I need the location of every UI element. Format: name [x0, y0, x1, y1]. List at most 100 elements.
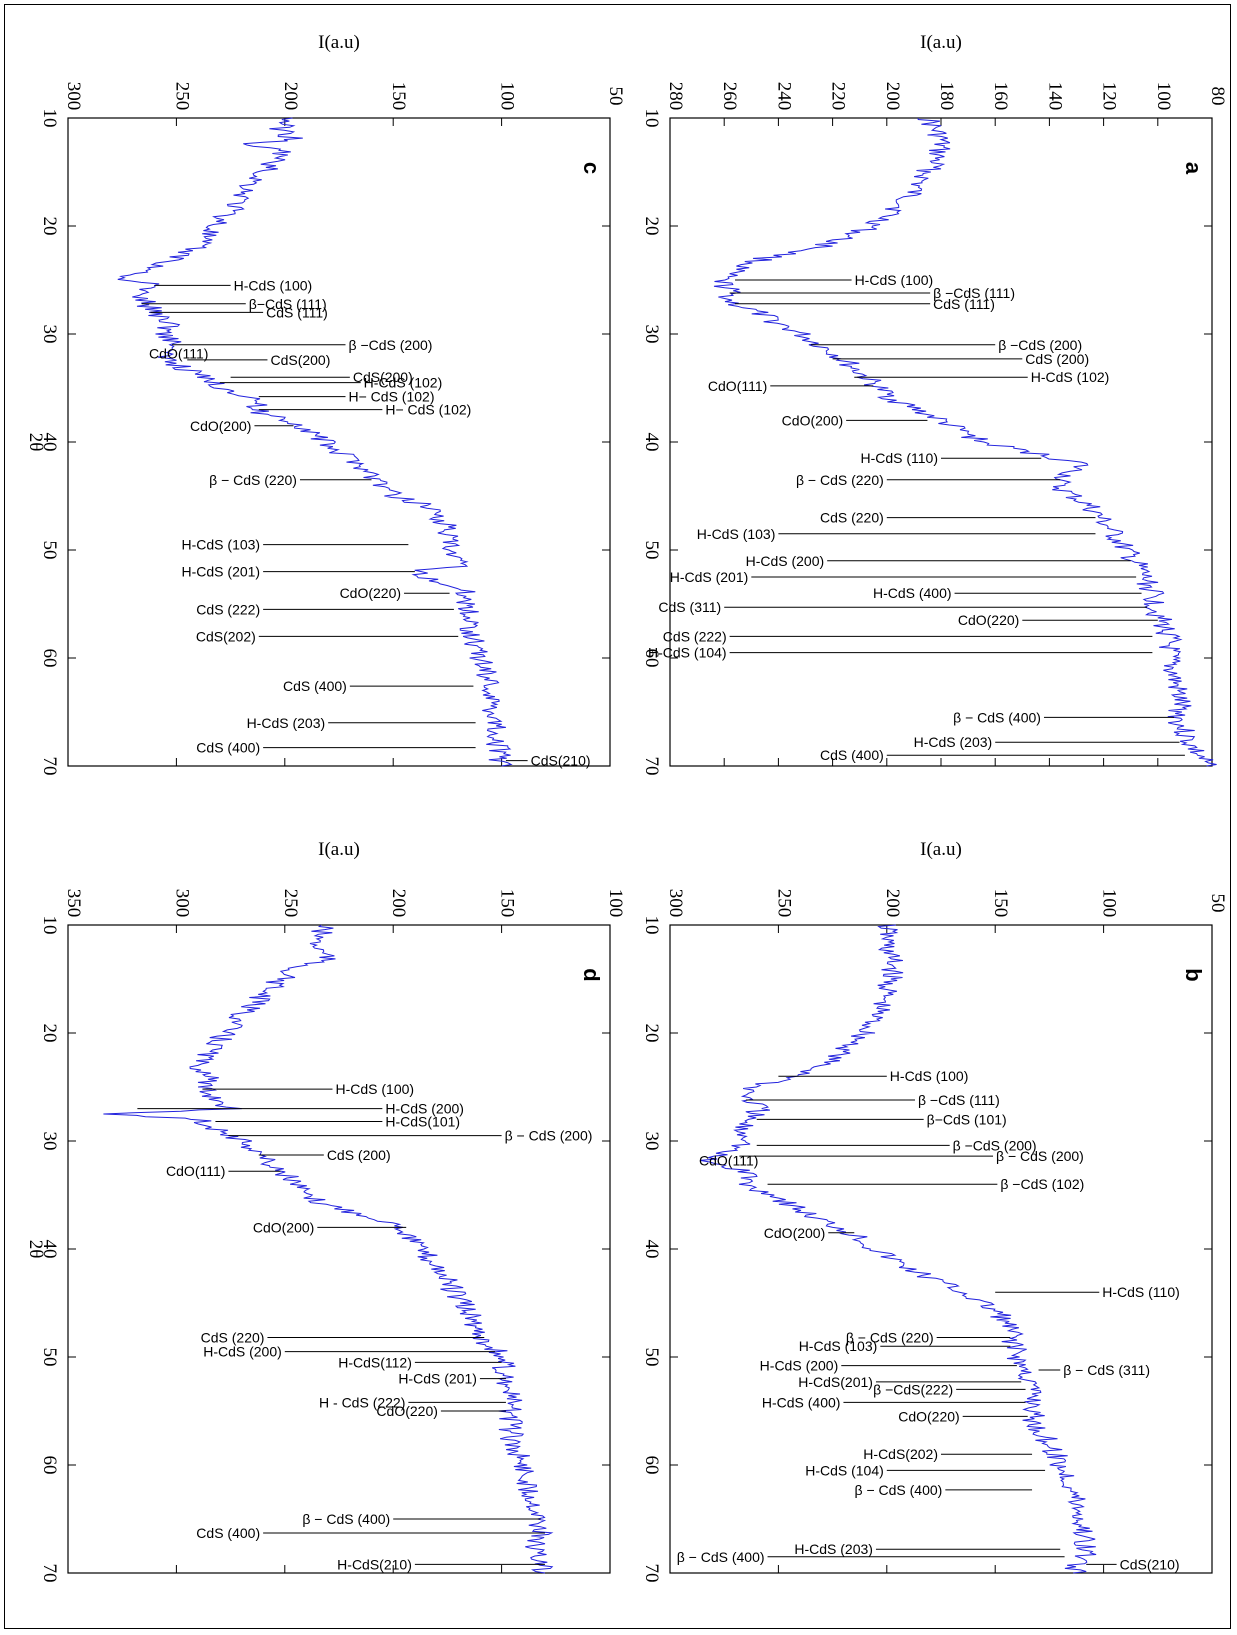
peak-label: CdO(111)	[166, 1163, 225, 1179]
y-axis-title: I(a.u)	[920, 839, 962, 860]
panel-d: 10 20 30 40 50 60 70 100 150 200 250 300 350 I(a.u) 2θ…	[8, 815, 626, 1629]
x-tick-label: 70	[39, 1564, 60, 1583]
y-tick-label: 280	[665, 82, 686, 111]
peak-label: CdO(111)	[149, 345, 208, 361]
xrd-trace	[103, 924, 554, 1574]
peak-label: β −CdS (200)	[998, 337, 1082, 353]
y-tick-label: 150	[990, 889, 1011, 918]
peak-label: H-CdS(112)	[338, 1354, 412, 1370]
y-tick-label: 200	[388, 889, 409, 918]
peak-label: H-CdS(202)	[863, 1446, 938, 1462]
x-tick-label: 10	[641, 109, 662, 128]
peak-label: CdS (111)	[266, 304, 328, 320]
peak-label: H-CdS (200)	[385, 1101, 464, 1117]
y-tick-label: 200	[280, 82, 301, 111]
panel-letter: c	[579, 162, 604, 174]
peak-label: β −CdS(222)	[873, 1381, 953, 1397]
peak-label: H-CdS (201)	[398, 1371, 477, 1387]
x-tick-label: 60	[641, 1456, 662, 1475]
peak-label: H-CdS (110)	[860, 450, 938, 466]
chart-c-svg: 10 20 30 40 50 60 70 50 100 150 200 250 300 I(a.u) 2θ c…	[25, 32, 626, 776]
y-tick-label: 300	[171, 889, 192, 918]
peak-label: H-CdS(210)	[337, 1556, 412, 1572]
peak-label: H-CdS (100)	[234, 277, 313, 293]
peak-label: H− CdS (102)	[349, 389, 435, 405]
peak-label: β − CdS (400)	[855, 1482, 943, 1498]
x-tick-label: 70	[641, 1564, 662, 1583]
x-tick-label: 50	[641, 541, 662, 560]
peak-label: CdS (200)	[327, 1147, 391, 1163]
peak-label: H-CdS (203)	[914, 734, 993, 750]
y-tick-label: 260	[719, 82, 740, 111]
x-tick-label: 30	[641, 1132, 662, 1151]
y-tick-label: 200	[882, 82, 903, 111]
peak-label: H-CdS (103)	[697, 526, 776, 542]
x-tick-label: 50	[39, 1348, 60, 1367]
x-tick-label: 30	[39, 325, 60, 344]
chart-b: 10 20 30 40 50 60 70 50 100 150 200 250 300 I(a.u) b H-…	[641, 839, 1228, 1583]
chart-c: 10 20 30 40 50 60 70 50 100 150 200 250 300 I(a.u) 2θ c…	[25, 32, 626, 776]
peak-label: CdS (200)	[1025, 351, 1089, 367]
peak-label: CdO(200)	[253, 1219, 314, 1235]
peak-label: H-CdS (103)	[799, 1338, 878, 1354]
y-tick-label: 50	[605, 87, 626, 106]
x-axis-title: 2θ	[25, 433, 46, 452]
peak-label: H-CdS (400)	[762, 1394, 841, 1410]
peak-label: CdO(220)	[898, 1408, 959, 1424]
x-tick-label: 20	[641, 1024, 662, 1043]
peak-label: H-CdS (102)	[1031, 369, 1110, 385]
peak-label: CdS (400)	[196, 740, 260, 756]
peak-label: H-CdS (100)	[335, 1081, 414, 1097]
peak-label: CdO(111)	[708, 378, 767, 394]
chart-b-svg: 10 20 30 40 50 60 70 50 100 150 200 250 300 I(a.u) b H-…	[641, 839, 1228, 1583]
peak-label: H-CdS (100)	[855, 272, 934, 288]
y-tick-label: 120	[1099, 82, 1120, 111]
x-tick-label: 50	[641, 1348, 662, 1367]
peak-label: β − CdS (200)	[996, 1148, 1084, 1164]
peak-label: H-CdS (200)	[760, 1358, 839, 1374]
peak-label: H-CdS (104)	[648, 645, 727, 661]
panel-letter: a	[1181, 162, 1206, 175]
peak-label: β − CdS (220)	[209, 472, 297, 488]
peak-label: β − CdS (200)	[505, 1128, 593, 1144]
x-tick-label: 60	[641, 649, 662, 668]
y-tick-label: 100	[1153, 82, 1174, 111]
peak-label: CdO(220)	[958, 612, 1019, 628]
peak-label: CdO(200)	[190, 418, 251, 434]
y-tick-label: 350	[63, 889, 84, 918]
peak-label: CdS(202)	[196, 628, 256, 644]
panel-c: 10 20 30 40 50 60 70 50 100 150 200 250 300 I(a.u) 2θ c…	[8, 8, 626, 822]
x-tick-label: 10	[39, 109, 60, 128]
peak-label: CdS (220)	[820, 510, 884, 526]
axes-box	[67, 117, 611, 767]
peak-label: β −CdS (200)	[953, 1137, 1037, 1153]
y-tick-label: 250	[280, 889, 301, 918]
peak-label: CdO(111)	[699, 1152, 758, 1168]
peak-label: H-CdS (104)	[805, 1462, 884, 1478]
y-tick-label: 100	[497, 82, 518, 111]
y-tick-label: 140	[1044, 82, 1065, 111]
peak-label: CdO(220)	[376, 1403, 437, 1419]
y-tick-label: 180	[936, 82, 957, 111]
x-tick-label: 10	[39, 916, 60, 935]
peak-label: CdS(200)	[270, 352, 330, 368]
peak-label: CdS (220)	[201, 1330, 265, 1346]
y-tick-label: 100	[1099, 889, 1120, 918]
x-tick-label: 70	[39, 757, 60, 776]
peak-label: H-CdS (203)	[247, 715, 326, 731]
x-tick-label: 30	[641, 325, 662, 344]
peak-label: CdS (311)	[658, 599, 721, 615]
chart-a-svg: 10 20 30 40 50 60 70 80 100 120 140 160 180 200 220 240…	[641, 32, 1228, 776]
peak-label: H-CdS (103)	[182, 537, 261, 553]
chart-d-svg: 10 20 30 40 50 60 70 100 150 200 250 300 350 I(a.u) 2θ…	[25, 839, 626, 1583]
peak-label: β−CdS (101)	[927, 1111, 1007, 1127]
peak-label: H-CdS (400)	[873, 585, 952, 601]
x-tick-label: 50	[39, 541, 60, 560]
peak-label: CdS (222)	[663, 628, 727, 644]
x-tick-label: 10	[641, 916, 662, 935]
axes-box	[67, 924, 611, 1574]
x-tick-label: 70	[641, 757, 662, 776]
chart-a: 10 20 30 40 50 60 70 80 100 120 140 160 180 200 220 240…	[641, 32, 1228, 776]
peak-label: H-CdS (200)	[203, 1344, 282, 1360]
peak-label: CdS(210)	[531, 753, 591, 769]
